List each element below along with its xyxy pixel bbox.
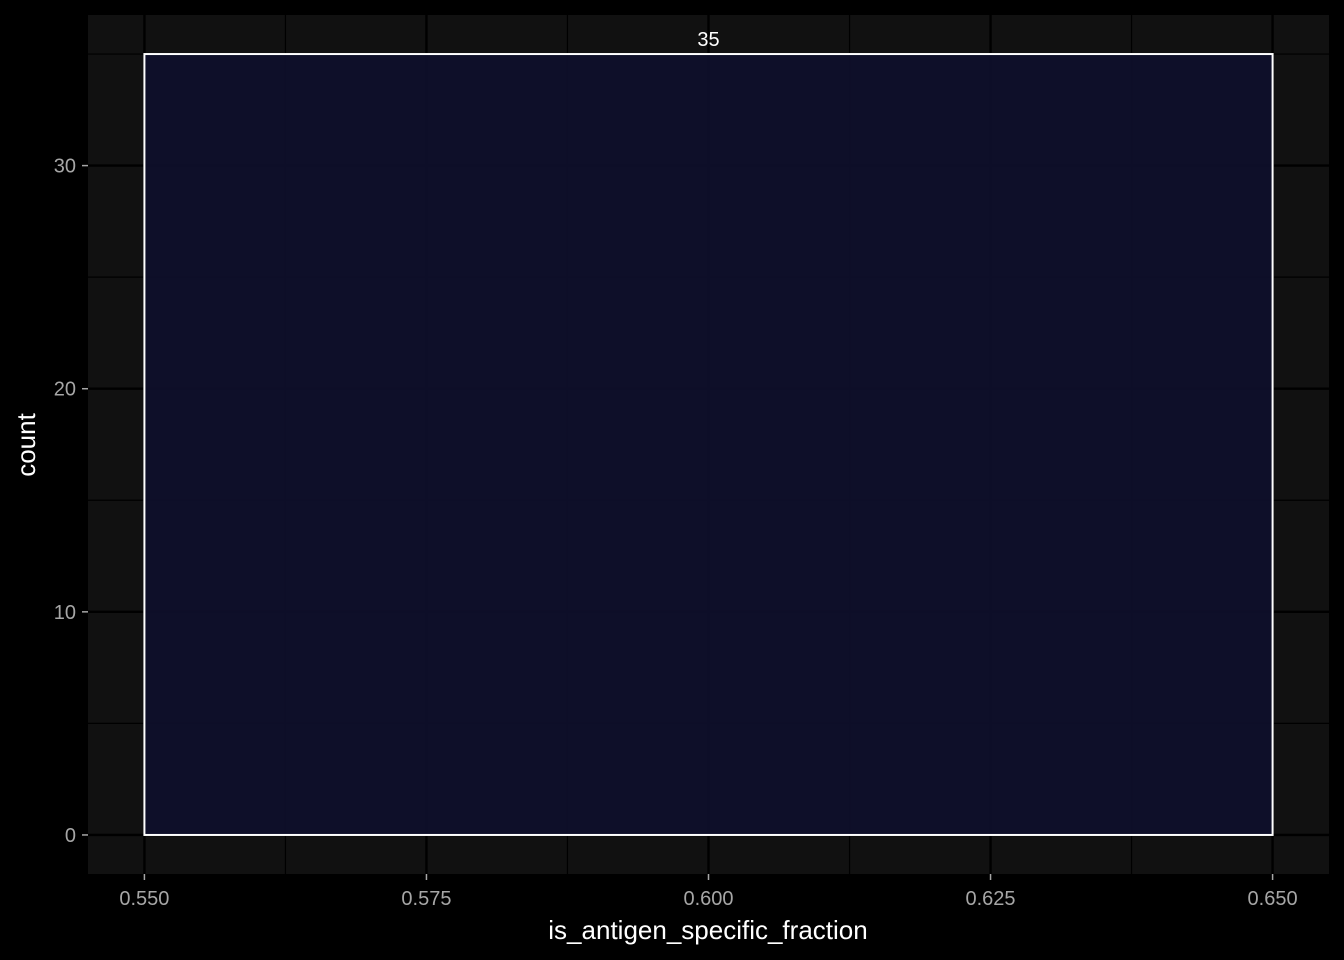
y-tick-label: 30 bbox=[54, 156, 76, 178]
y-axis: 0 10 20 30 bbox=[54, 156, 88, 847]
x-tick-label: 0.625 bbox=[966, 888, 1016, 910]
x-tick-label: 0.575 bbox=[401, 888, 451, 910]
y-axis-title: count bbox=[11, 412, 41, 476]
bars bbox=[143, 53, 1274, 836]
x-axis: 0.550 0.575 0.600 0.625 0.650 bbox=[119, 874, 1298, 910]
histogram-bar bbox=[143, 53, 1274, 836]
bar-count-label: 35 bbox=[697, 29, 719, 51]
y-tick-label: 10 bbox=[54, 602, 76, 624]
x-tick-label: 0.550 bbox=[119, 888, 169, 910]
x-tick-label: 0.650 bbox=[1248, 888, 1298, 910]
bar-labels: 35 bbox=[697, 29, 719, 51]
y-tick-label: 0 bbox=[65, 825, 76, 847]
x-axis-title: is_antigen_specific_fraction bbox=[548, 915, 867, 945]
x-tick-label: 0.600 bbox=[683, 888, 733, 910]
y-tick-label: 20 bbox=[54, 379, 76, 401]
